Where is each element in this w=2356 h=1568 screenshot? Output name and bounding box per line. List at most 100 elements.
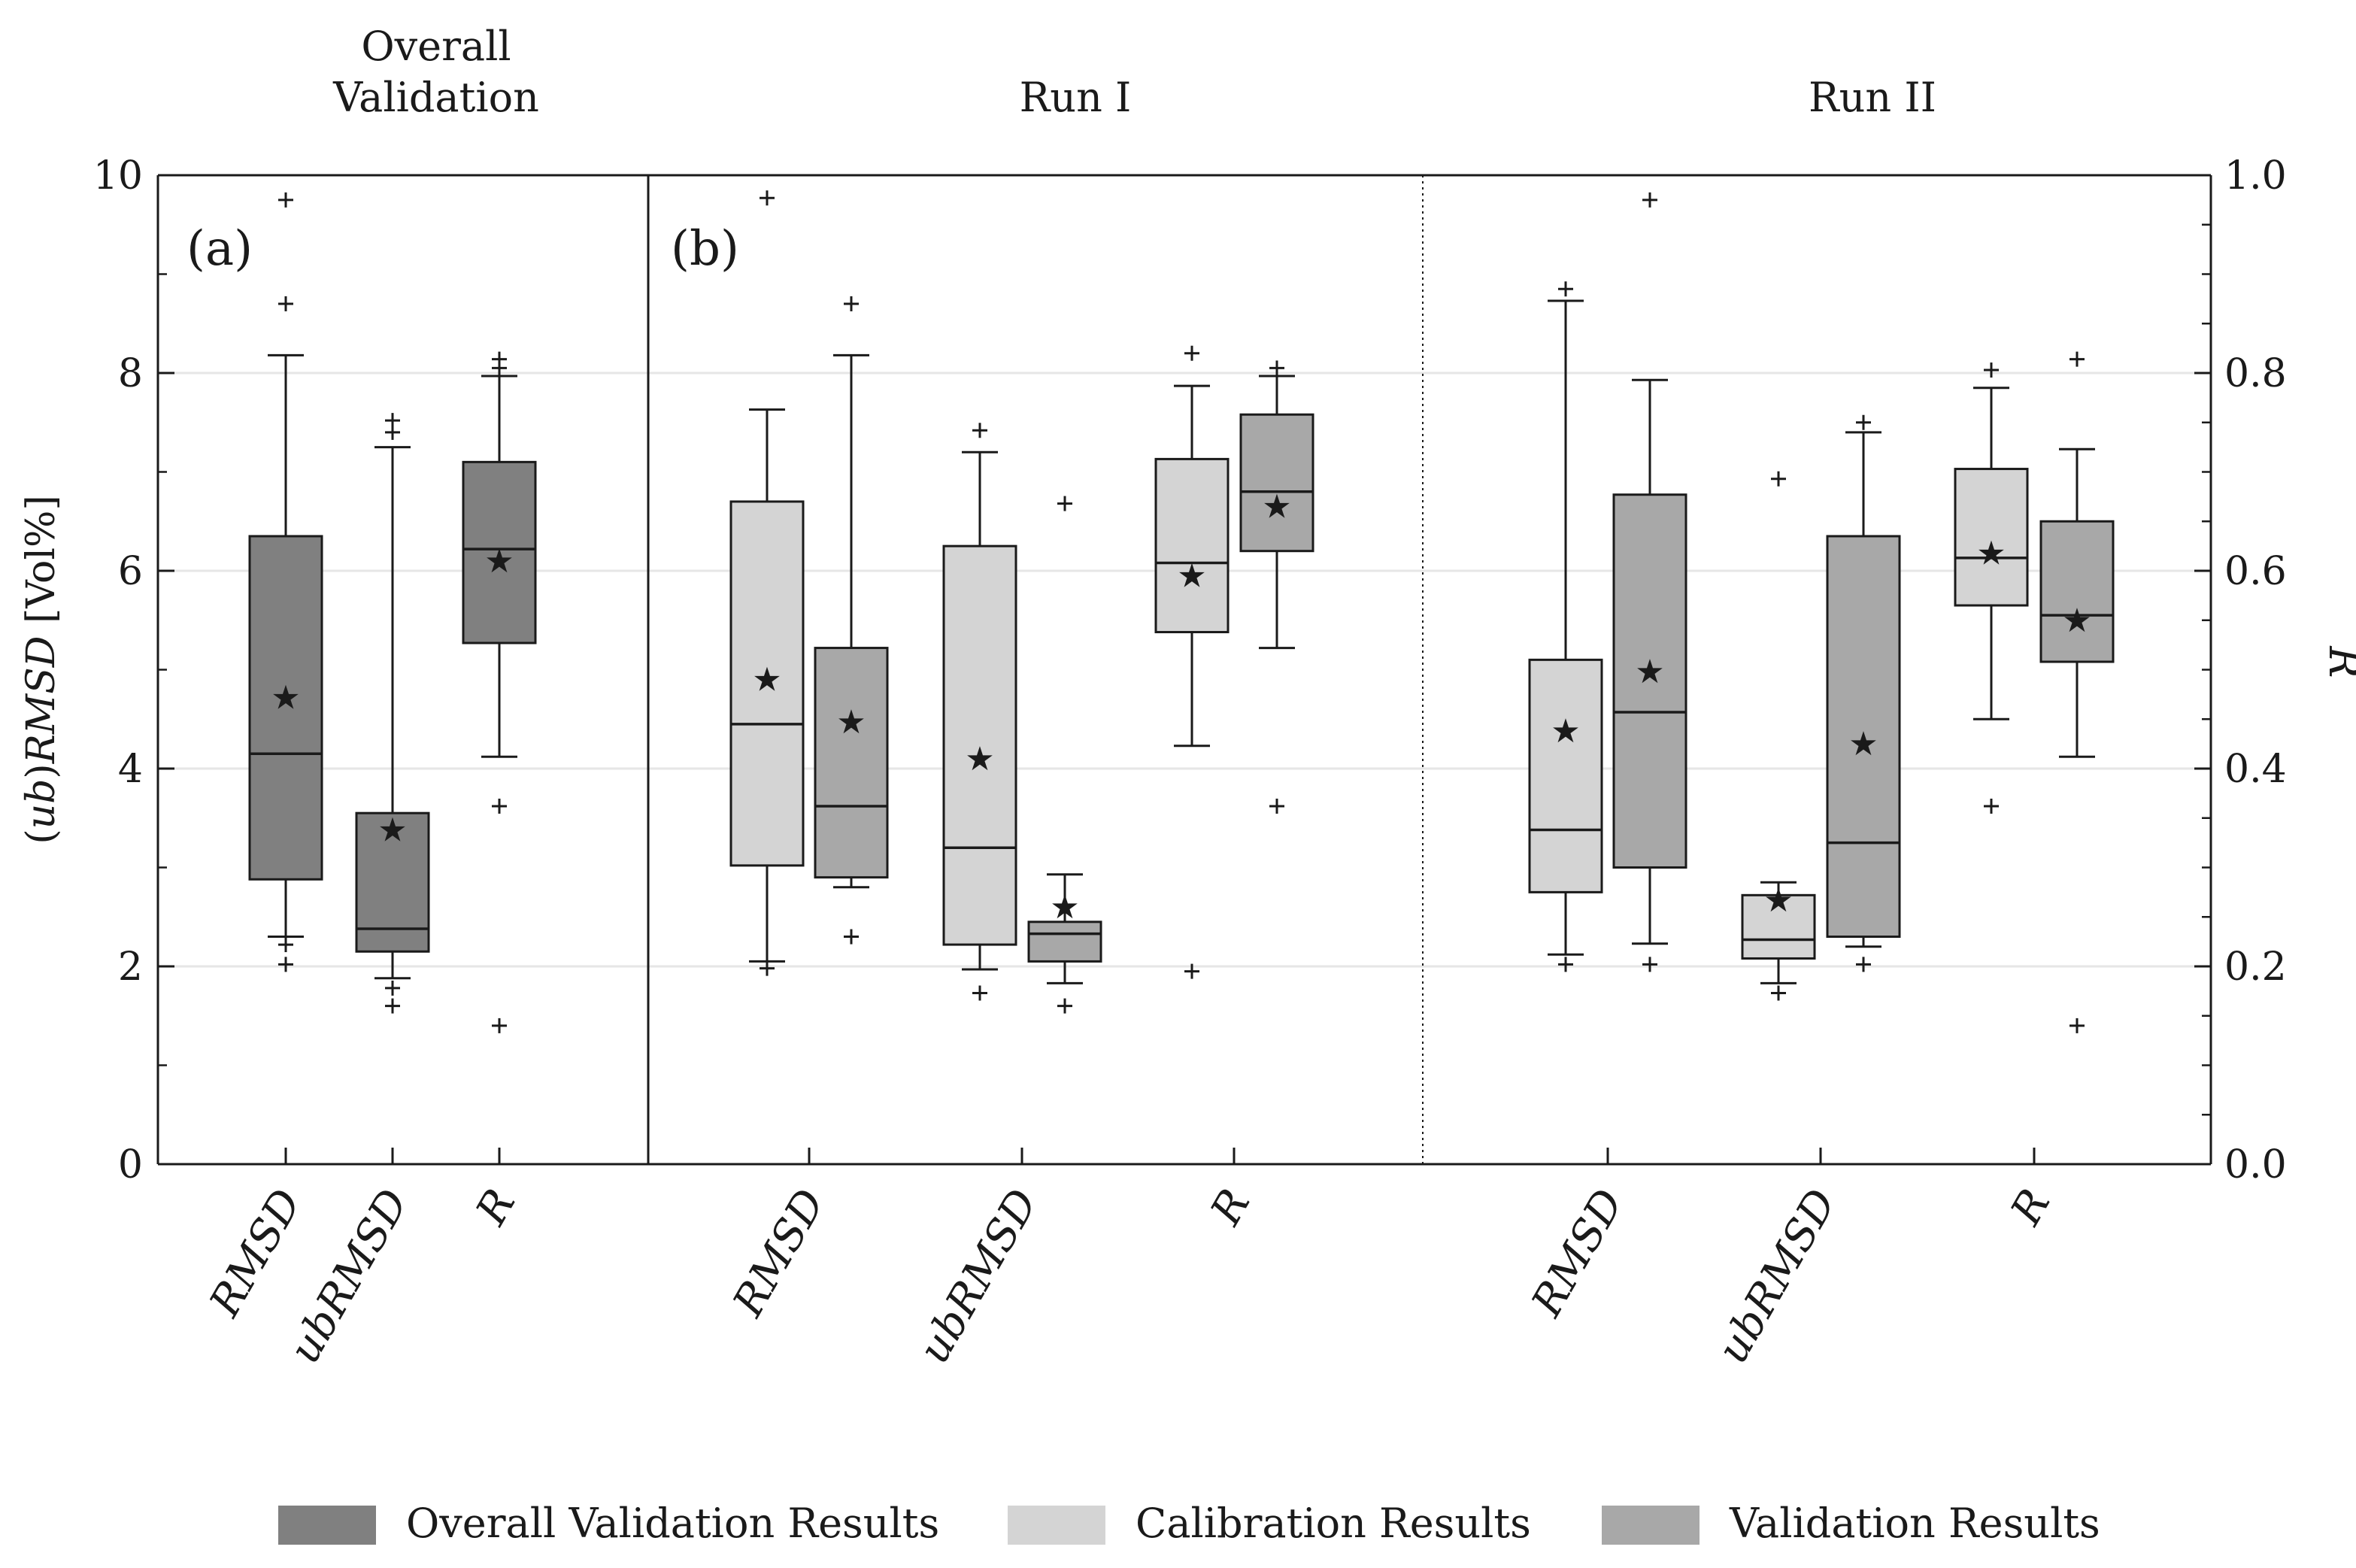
box-iqr — [729, 500, 805, 867]
box-calibration-ubrmsd: ★ — [1741, 471, 1816, 1001]
outlier-marker — [1642, 957, 1657, 972]
left-tick-label: 4 — [118, 747, 143, 792]
box-calibration-r: ★ — [1954, 362, 2029, 814]
mean-marker: ★ — [484, 542, 514, 581]
box-validation-rmsd: ★ — [814, 296, 889, 945]
left-tick-label: 10 — [93, 153, 143, 199]
legend: Overall Validation Results Calibration Re… — [278, 1500, 2100, 1547]
box-iqr — [1954, 468, 2029, 607]
outlier-marker — [278, 937, 293, 953]
right-tick-label: 0.2 — [2224, 945, 2287, 990]
left-tick-label: 0 — [118, 1142, 143, 1187]
mean-marker: ★ — [378, 811, 407, 850]
mean-marker: ★ — [271, 678, 300, 717]
mean-marker: ★ — [1976, 534, 2006, 572]
legend-item: Overall Validation Results — [278, 1500, 939, 1547]
outlier-marker — [278, 296, 293, 311]
legend-label: Calibration Results — [1136, 1500, 1531, 1547]
box-calibration-r: ★ — [1154, 345, 1230, 979]
legend-label: Overall Validation Results — [406, 1500, 939, 1547]
mean-marker: ★ — [752, 661, 781, 699]
right-axis-label: R — [2319, 645, 2356, 678]
box-overall-ubrmsd: ★ — [355, 413, 430, 1014]
outlier-marker — [278, 192, 293, 208]
box-iqr — [1027, 920, 1102, 963]
mean-marker: ★ — [1763, 881, 1793, 920]
mean-marker: ★ — [1050, 888, 1079, 927]
outlier-marker — [492, 798, 507, 814]
category-label: R — [466, 1181, 525, 1234]
mean-marker: ★ — [1551, 712, 1580, 751]
box-iqr — [462, 460, 537, 644]
panel-title: Validation — [332, 74, 539, 121]
outlier-marker — [1184, 345, 1199, 361]
outlier-marker — [278, 957, 293, 972]
box-validation-ubrmsd: ★ — [1027, 496, 1102, 1014]
legend-swatch — [1008, 1506, 1105, 1545]
outlier-marker — [760, 960, 775, 976]
mean-marker: ★ — [836, 703, 866, 742]
legend-label: Validation Results — [1729, 1500, 2100, 1547]
outlier-marker — [492, 351, 507, 367]
mean-marker: ★ — [965, 740, 994, 778]
outlier-marker — [1856, 957, 1871, 972]
category-label: R — [1201, 1181, 1260, 1234]
box-iqr — [1239, 413, 1314, 553]
outlier-marker — [1642, 192, 1657, 208]
panel-letter: (a) — [186, 221, 253, 277]
box-iqr — [248, 535, 323, 881]
left-axis-label-part: RMSD — [19, 636, 64, 765]
box-iqr — [942, 544, 1017, 946]
category-label: ubRMSD — [1708, 1181, 1846, 1372]
outlier-marker — [492, 1018, 507, 1033]
left-axis-label: (ub)RMSD [Vol%] — [19, 495, 64, 844]
outlier-marker — [1184, 963, 1199, 979]
box-validation-r: ★ — [2039, 351, 2115, 1033]
legend-swatch — [1602, 1506, 1700, 1545]
outlier-marker — [844, 929, 859, 945]
box-overall-rmsd: ★ — [248, 192, 323, 972]
outlier-marker — [1057, 998, 1072, 1014]
outlier-marker — [385, 980, 400, 996]
right-tick-label: 1.0 — [2224, 153, 2287, 199]
outlier-marker — [2069, 351, 2085, 367]
category-label: RMSD — [1522, 1181, 1633, 1326]
panel-letter: (b) — [671, 221, 739, 277]
box-plots: ★ ★ ★ ★ ★ ★ ★ ★ ★ ★ ★ ★ ★ ★ ★ — [248, 190, 2115, 1033]
box-validation-r: ★ — [1239, 360, 1314, 814]
outlier-marker — [1057, 496, 1072, 511]
right-tick-label: 0.0 — [2224, 1142, 2287, 1187]
mean-marker: ★ — [1848, 725, 1878, 763]
legend-item: Calibration Results — [1008, 1500, 1531, 1547]
left-axis-label-part: ) — [19, 763, 64, 778]
box-calibration-rmsd: ★ — [1528, 281, 1603, 972]
left-tick-label: 6 — [118, 549, 143, 594]
right-tick-label: 0.8 — [2224, 351, 2287, 396]
outlier-marker — [844, 296, 859, 311]
left-tick-label: 8 — [118, 351, 143, 396]
box-overall-r: ★ — [462, 351, 537, 1033]
right-tick-label: 0.4 — [2224, 747, 2287, 792]
category-label: R — [2001, 1181, 2060, 1234]
panel-title: Run I — [1020, 74, 1132, 121]
category-label: ubRMSD — [909, 1181, 1048, 1372]
box-iqr — [1154, 457, 1230, 634]
outlier-marker — [1771, 471, 1786, 487]
outlier-marker — [1269, 360, 1284, 376]
category-label: RMSD — [723, 1181, 835, 1326]
legend-swatch — [278, 1506, 376, 1545]
outlier-marker — [1558, 957, 1573, 972]
box-calibration-ubrmsd: ★ — [942, 423, 1017, 1001]
panel-title: Overall — [361, 23, 511, 70]
legend-item: Validation Results — [1602, 1500, 2100, 1547]
outlier-marker — [760, 190, 775, 206]
outlier-marker — [1856, 414, 1871, 430]
outlier-marker — [1771, 985, 1786, 1001]
category-label: RMSD — [200, 1181, 311, 1326]
box-iqr — [1826, 535, 1901, 939]
outlier-marker — [1984, 362, 1999, 378]
left-axis-label-part: [Vol%] — [19, 495, 64, 635]
left-axis-label-part: ( — [19, 829, 64, 844]
